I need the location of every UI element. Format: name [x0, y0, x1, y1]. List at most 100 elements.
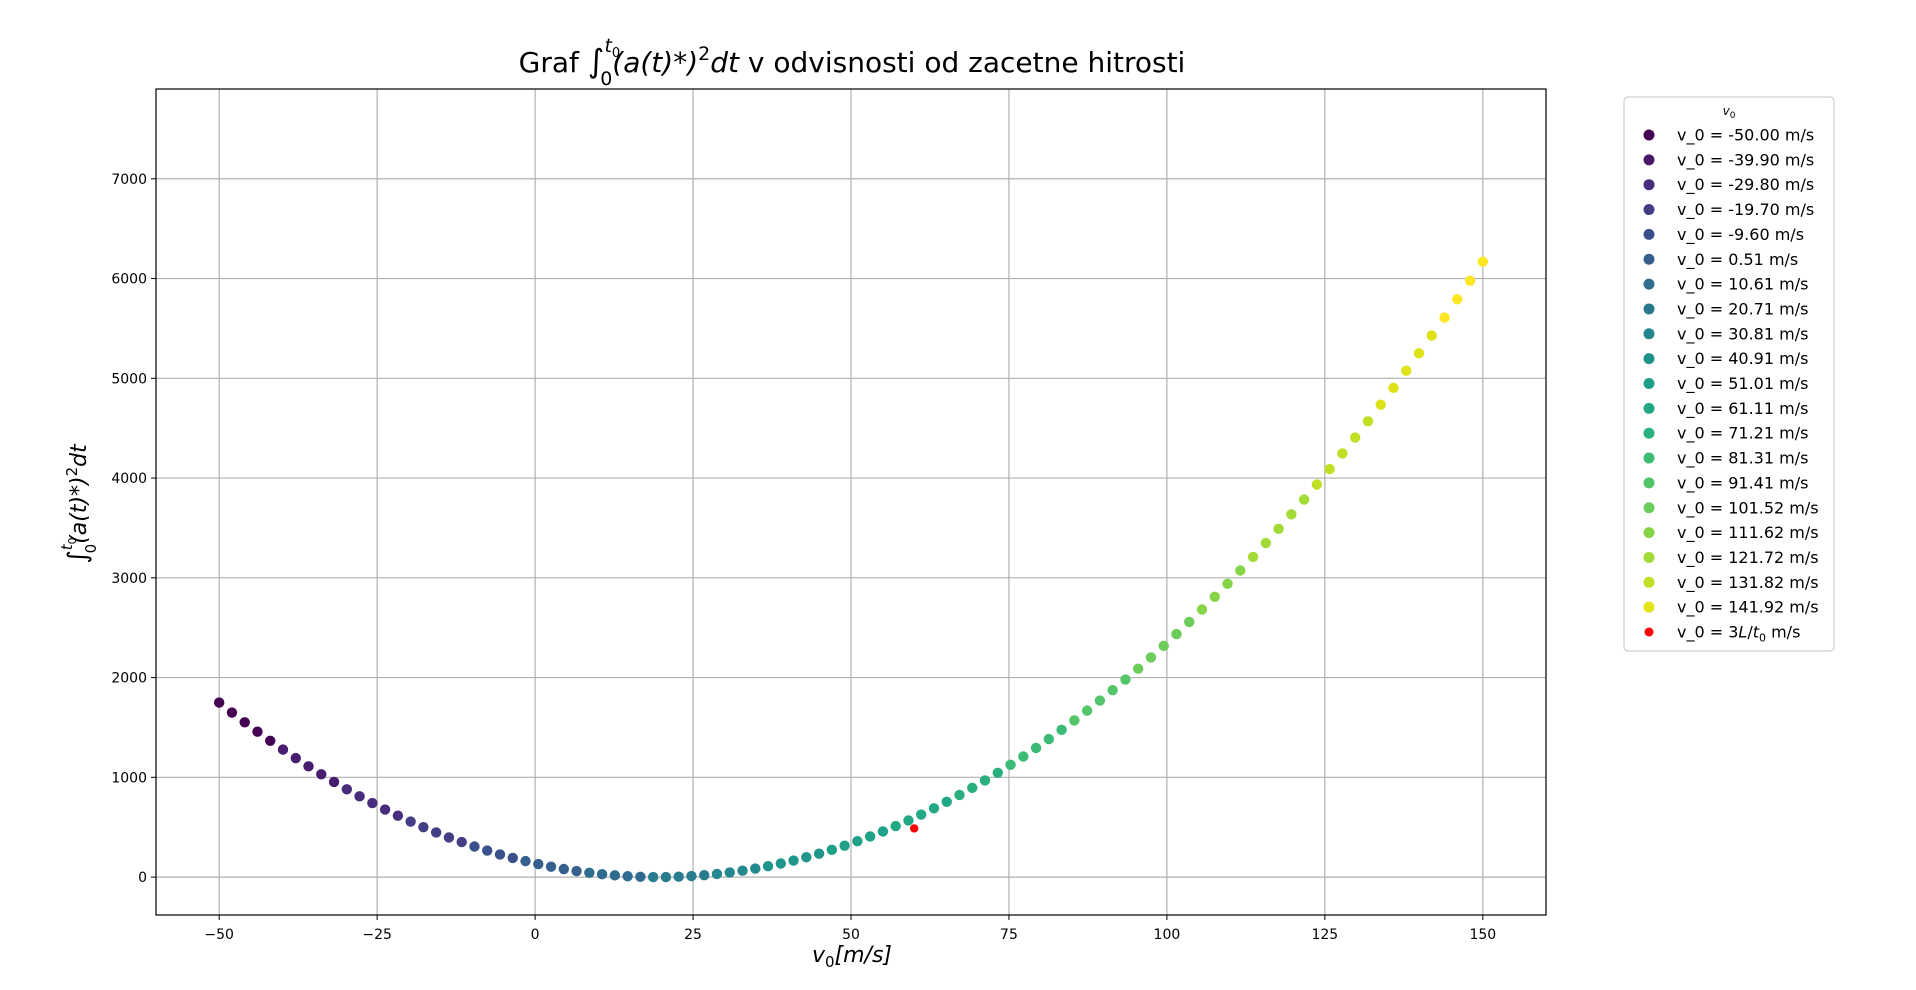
- legend-label: v_0 = -19.70 m/s: [1677, 200, 1814, 220]
- legend-marker: [1643, 477, 1655, 489]
- title-power: 2: [698, 43, 710, 65]
- y-axis-ticks: 0 1000 2000 3000 4000 5000 6000 7000: [111, 172, 156, 886]
- y-tick-label: 3000: [111, 571, 147, 587]
- legend-label: v_0 = -9.60 m/s: [1677, 225, 1804, 245]
- data-point: [239, 717, 250, 728]
- data-point: [1196, 604, 1208, 615]
- data-point: [1439, 312, 1450, 323]
- data-point: [1375, 399, 1386, 410]
- x-tick-label: −50: [204, 927, 234, 943]
- title-differential: dt: [710, 46, 740, 79]
- legend-marker: [1643, 452, 1655, 464]
- legend-marker: [1643, 502, 1655, 514]
- highlight-point: [909, 824, 919, 833]
- data-point: [852, 836, 863, 847]
- y-tick-label: 6000: [111, 272, 147, 288]
- data-point: [660, 871, 672, 883]
- data-point: [826, 844, 838, 856]
- legend-marker: [1643, 129, 1655, 141]
- data-point: [328, 776, 340, 788]
- data-point: [839, 840, 850, 851]
- legend-marker: [1643, 303, 1655, 315]
- legend-label: v_0 = 101.52 m/s: [1677, 498, 1819, 518]
- data-point: [775, 858, 786, 869]
- legend-label: v_0 = -50.00 m/s: [1677, 126, 1814, 146]
- data-point: [316, 769, 327, 780]
- ylabel-upper: t: [58, 543, 76, 550]
- data-point: [265, 735, 276, 746]
- legend-title-sub: 0: [1730, 111, 1736, 121]
- data-point: [443, 832, 455, 843]
- xlabel-main: v: [812, 943, 826, 968]
- legend-label: v_0 = -39.90 m/s: [1677, 150, 1814, 170]
- data-point: [1388, 382, 1399, 394]
- legend-label: v_0 = 30.81 m/s: [1677, 324, 1808, 344]
- legend-label: v_0 = 131.82 m/s: [1677, 573, 1819, 593]
- x-axis-label: v0[m/s]: [812, 943, 892, 971]
- data-point: [1426, 330, 1437, 341]
- data-point: [584, 867, 595, 878]
- data-point: [1235, 565, 1246, 576]
- legend-title: v0: [1723, 104, 1736, 121]
- data-point: [341, 784, 353, 795]
- data-point: [226, 707, 238, 718]
- data-point: [686, 870, 697, 882]
- legend-label: v_0 = 141.92 m/s: [1677, 598, 1819, 618]
- data-point: [430, 827, 442, 838]
- legend-items: v_0 = -50.00 m/s v_0 = -39.90 m/s v_0 = -2…: [1643, 126, 1819, 645]
- legend-marker: [1644, 627, 1654, 637]
- data-point: [979, 775, 991, 786]
- ylabel-differential: dt: [67, 443, 92, 467]
- data-point: [801, 852, 812, 863]
- data-point: [1464, 275, 1476, 286]
- data-point: [469, 841, 480, 852]
- data-point: [1120, 674, 1131, 685]
- legend-label: v_0 = 91.41 m/s: [1677, 473, 1808, 493]
- title-integrand: (a(t)*): [612, 46, 698, 79]
- data-point: [916, 809, 927, 820]
- x-tick-label: 75: [1000, 927, 1018, 943]
- legend-marker: [1643, 179, 1655, 191]
- data-point: [1132, 663, 1144, 674]
- x-tick-label: 50: [842, 927, 860, 943]
- y-tick-label: 1000: [111, 770, 147, 786]
- x-tick-label: 100: [1154, 927, 1181, 943]
- data-point: [877, 826, 889, 837]
- legend-box: [1623, 96, 1835, 652]
- x-tick-label: 150: [1469, 927, 1496, 943]
- ylabel-integral: ∫: [63, 550, 93, 564]
- data-point: [1401, 365, 1412, 376]
- title-integral: ∫: [588, 42, 605, 80]
- data-point: [788, 855, 799, 866]
- legend-marker: [1643, 278, 1655, 290]
- title-upper-sub: 0: [612, 46, 620, 61]
- ylabel-lower: 0: [82, 544, 100, 554]
- data-point: [941, 796, 952, 807]
- legend-marker: [1643, 378, 1655, 389]
- data-point: [992, 767, 1003, 778]
- x-tick-label: −25: [362, 927, 392, 943]
- legend-marker: [1643, 353, 1655, 365]
- data-point: [1005, 759, 1016, 770]
- data-point: [864, 831, 876, 842]
- y-tick-label: 5000: [111, 371, 147, 387]
- data-point: [418, 821, 429, 833]
- data-point: [1222, 578, 1233, 589]
- data-point: [1069, 715, 1080, 726]
- title-lower: 0: [600, 68, 612, 90]
- legend-marker: [1643, 601, 1655, 613]
- legend-marker: [1643, 204, 1655, 216]
- data-point: [673, 871, 684, 882]
- data-point: [290, 752, 301, 764]
- legend-label: v_0 = 51.01 m/s: [1677, 374, 1808, 394]
- x-axis-ticks: −50 −25 0 25 50 75 100 125 150: [204, 915, 1496, 943]
- legend-marker: [1643, 527, 1655, 539]
- data-point: [762, 860, 774, 872]
- data-point: [1081, 705, 1093, 716]
- data-point: [1337, 448, 1348, 459]
- data-point: [1145, 652, 1157, 663]
- xlabel-unit: [m/s]: [835, 943, 892, 968]
- data-point: [1018, 751, 1029, 762]
- legend-marker: [1643, 253, 1655, 265]
- legend-marker: [1643, 402, 1655, 414]
